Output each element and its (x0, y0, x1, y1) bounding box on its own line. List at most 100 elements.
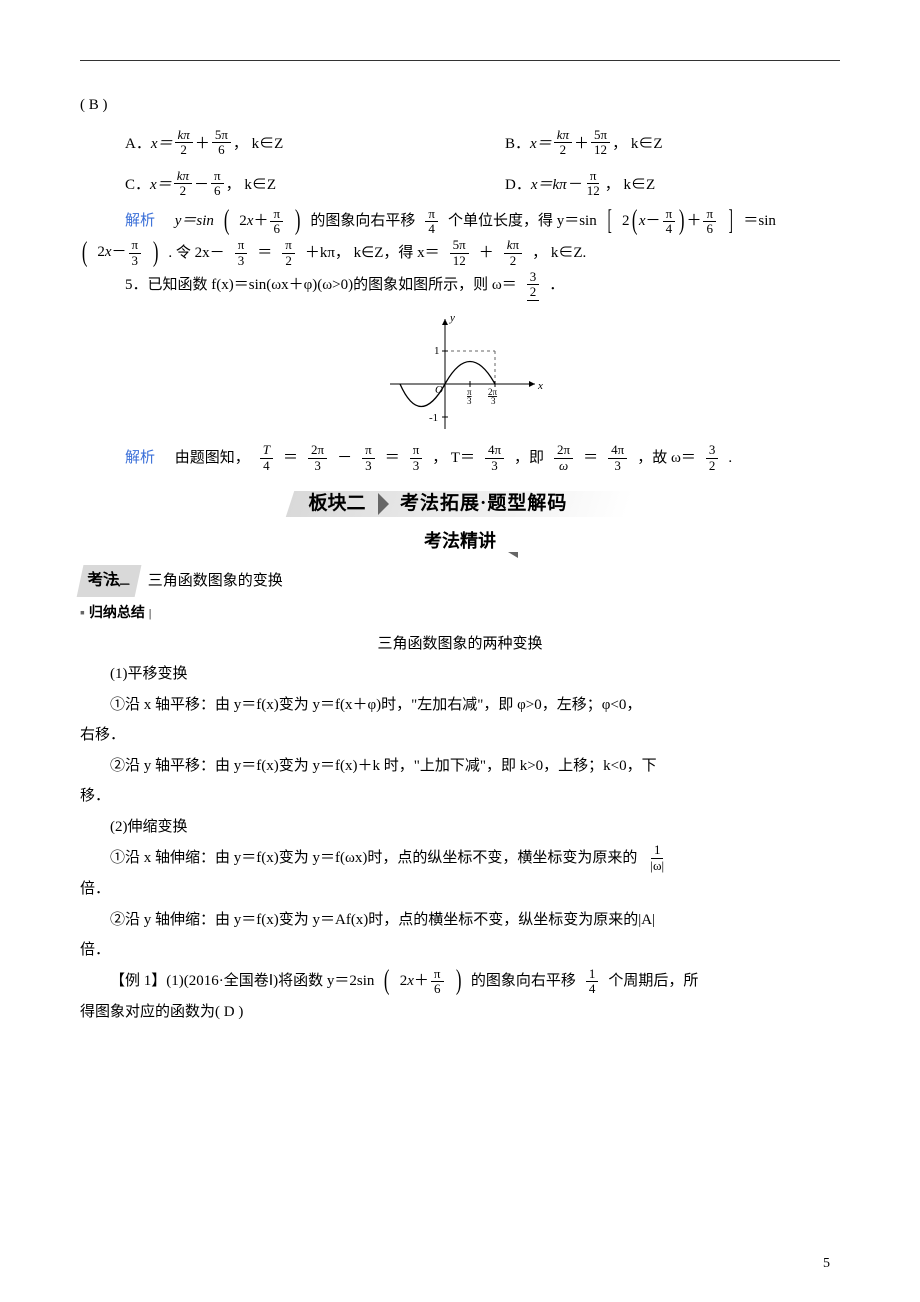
q5-solution: 解析 由题图知， T4 ＝ 2π3 － π3 ＝ π3 ， T＝ 4π3 ，即 … (80, 443, 840, 473)
frac: 4π3 (608, 443, 627, 473)
frac: 2π3 (308, 443, 327, 473)
kaofa-title: 三角函数图象的变换 (148, 573, 283, 589)
page-number: 5 (823, 1256, 830, 1272)
t: ＝ (583, 444, 598, 473)
q4-opt-B: B． x＝ kπ2 ＋ 5π12 ， k∈Z (460, 122, 840, 164)
kaofa-tag: 考法一 (77, 565, 142, 597)
banner-left: 板块二 (290, 487, 384, 521)
frac: kπ2 (174, 169, 192, 199)
rparen-icon: ) (295, 210, 301, 232)
svg-text:3: 3 (491, 396, 496, 406)
n: 4π (485, 443, 504, 458)
d: ω (559, 458, 568, 473)
t: 考法 (85, 566, 123, 596)
frac: 2πω (554, 443, 573, 473)
example1-line1: 【例 1】(1)(2016·全国卷Ⅰ)将函数 y＝2sin ( 2x＋π6 ) … (80, 967, 840, 997)
t: ，故 ω＝ (637, 444, 696, 473)
t: ＝ (257, 239, 272, 268)
lbracket-icon: [ (607, 210, 611, 232)
op: ＋ (195, 132, 210, 153)
t: ＋ (479, 239, 494, 268)
rparen-icon: ) (455, 970, 461, 992)
sub-banner: 考法精讲 (390, 527, 530, 555)
frac: 1|ω| (647, 843, 667, 873)
frac: kπ2 (504, 238, 522, 268)
n: π (587, 169, 600, 184)
svg-text:1: 1 (434, 345, 440, 357)
t: ①沿 x 轴伸缩：由 y＝f(x)变为 y＝f(ωx)时，点的纵坐标不变，横坐标… (110, 844, 637, 873)
p5b: 倍． (80, 875, 840, 904)
d: 3 (410, 459, 423, 473)
summary-label: 归纳总结 (80, 604, 145, 620)
t: 2x－π3 (97, 238, 143, 268)
n: T (263, 442, 270, 457)
bar-icon: | (149, 608, 152, 620)
body-heading: 三角函数图象的两种变换 (80, 630, 840, 659)
n: kπ (557, 127, 569, 142)
n: π (211, 169, 224, 184)
t: ，即 (514, 444, 544, 473)
q4-options: A． x＝ kπ2 ＋ 5π6 ， k∈Z B． x＝ kπ2 ＋ 5π12 ，… (80, 122, 840, 205)
frac: π4 (425, 207, 438, 237)
t: － (337, 444, 352, 473)
n: 5π (212, 128, 231, 143)
p2b: 右移． (80, 721, 840, 750)
suffix: ， k∈Z (605, 173, 655, 194)
t: 由题图知， (175, 444, 250, 473)
d: 2 (177, 184, 190, 198)
document-page: ( B ) A． x＝ kπ2 ＋ 5π6 ， k∈Z B． x＝ kπ2 ＋ … (0, 0, 920, 1302)
suffix: ， k∈Z (233, 132, 283, 153)
lparen-icon: ( (224, 210, 230, 232)
t: 个单位长度，得 y＝sin (448, 207, 597, 236)
op: ＋ (574, 132, 589, 153)
d: 4 (586, 982, 599, 996)
opt-prefix: D． (505, 173, 531, 194)
t: 2x＋π6 (400, 967, 446, 997)
frac: π3 (362, 443, 375, 473)
q5-graph: y x O 1 -1 π 3 2π 3 (370, 309, 550, 439)
n: π (431, 967, 444, 982)
top-rule (80, 60, 840, 61)
t: ＝ (283, 444, 298, 473)
svg-text:-1: -1 (429, 412, 438, 424)
frac: 14 (586, 967, 599, 997)
q4-solution-line1: 解析 y＝sin ( 2x＋π6 ) 的图象向右平移 π4 个单位长度，得 y＝… (80, 207, 840, 237)
d: 2 (177, 143, 190, 157)
frac: π3 (235, 238, 248, 268)
d: 6 (211, 184, 224, 198)
n: π (410, 443, 423, 458)
d: 3 (611, 459, 624, 473)
frac: π2 (282, 238, 295, 268)
d: 4 (260, 459, 273, 473)
frac: 5π12 (591, 128, 610, 158)
n: π (362, 443, 375, 458)
q4-answer-line: ( B ) (80, 91, 840, 120)
q5-answer-frac: 32 (527, 270, 540, 302)
frac: T4 (260, 443, 273, 473)
frac: π6 (211, 169, 224, 199)
svg-text:y: y (449, 312, 455, 324)
n: kπ (178, 127, 190, 142)
q5-text: 5．已知函数 f(x)＝sin(ωx＋φ)(ω>0)的图象如图所示，则 ω＝ (125, 271, 517, 300)
q4-opt-D: D． x＝kπ－ π12 ， k∈Z (460, 163, 840, 205)
d: 2 (557, 143, 570, 157)
opt-prefix: A． (125, 132, 151, 153)
lparen-icon: ( (82, 242, 88, 264)
section-banner: 板块二 考法拓展·题型解码 (290, 487, 630, 521)
opt-prefix: B． (505, 132, 530, 153)
t: ＝sin (743, 207, 776, 236)
d: 12 (584, 184, 603, 198)
banner-arrow-icon (378, 493, 389, 515)
t: . 令 2x－ (168, 239, 224, 268)
frac: π3 (410, 443, 423, 473)
n: 4π (608, 443, 627, 458)
q4-answer: ( B ) (80, 97, 108, 113)
t: 的图象向右平移 (310, 207, 415, 236)
d: 2 (706, 459, 719, 473)
p1: (1)平移变换 (80, 660, 840, 689)
opt-prefix: C． (125, 173, 150, 194)
rbracket-icon: ] (729, 210, 733, 232)
svg-text:O: O (435, 384, 443, 396)
d: 3 (311, 459, 324, 473)
frac: kπ2 (175, 128, 193, 158)
